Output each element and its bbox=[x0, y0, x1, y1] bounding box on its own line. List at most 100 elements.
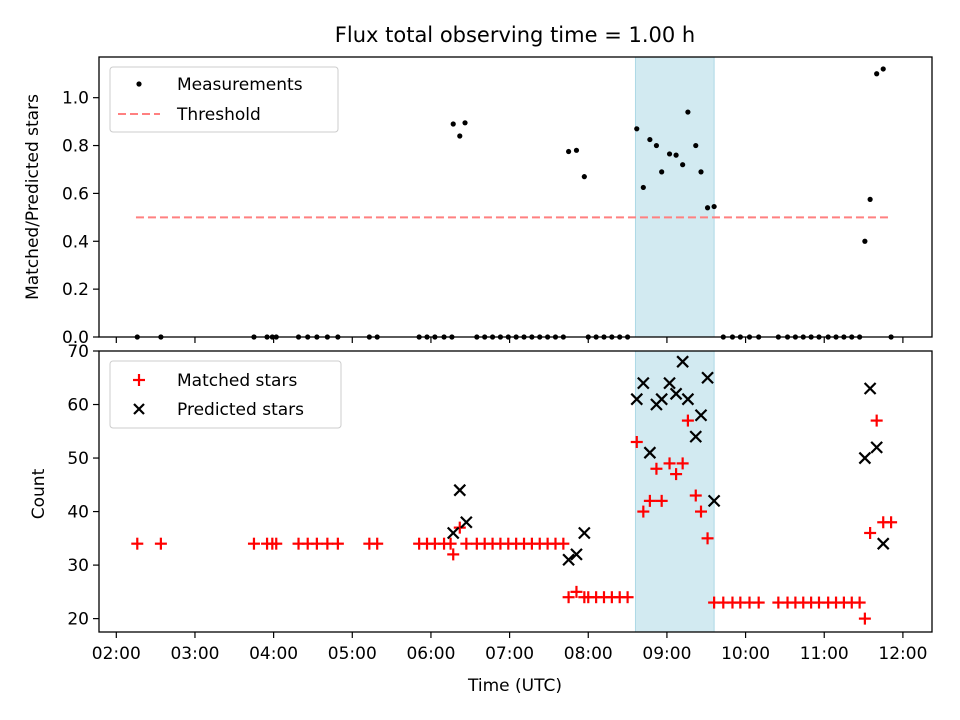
predicted-star-point bbox=[637, 376, 650, 390]
matched-star-point bbox=[331, 537, 344, 550]
y-tick-label: 0.2 bbox=[62, 280, 89, 300]
matched-stars-points-layer bbox=[131, 414, 898, 625]
threshold-legend-label: Threshold bbox=[176, 105, 261, 125]
chart-title: Flux total observing time = 1.00 h bbox=[335, 23, 695, 47]
top-x-ticks bbox=[115, 337, 904, 343]
matched-star-point bbox=[321, 537, 334, 550]
top-highlight-span bbox=[634, 56, 715, 338]
measurement-point bbox=[647, 136, 653, 143]
predicted-star-point bbox=[663, 376, 676, 390]
bottom-panel: Count Time (UTC) 20 30 40 50 60 70 02:00 03:00… bbox=[29, 342, 933, 696]
measurement-point bbox=[693, 142, 699, 149]
matched-star-point bbox=[371, 537, 384, 550]
matched-star-point bbox=[655, 494, 668, 507]
y-tick-label: 0.6 bbox=[62, 184, 89, 204]
matched-star-point bbox=[663, 457, 676, 470]
predicted-stars-points-layer bbox=[446, 355, 890, 567]
predicted-star-point bbox=[630, 392, 644, 406]
top-legend-box bbox=[109, 66, 339, 133]
measurement-point bbox=[880, 66, 886, 72]
matched-star-point bbox=[562, 591, 575, 604]
y-tick-label: 0.4 bbox=[62, 232, 89, 252]
measurement-point bbox=[581, 174, 587, 180]
y-tick-label: 30 bbox=[67, 556, 89, 576]
y-tick-label: 70 bbox=[67, 342, 89, 362]
measurement-point bbox=[653, 142, 660, 149]
x-tick-label: 03:00 bbox=[170, 644, 219, 664]
top-y-axis-label: Matched/Predicted stars bbox=[23, 94, 43, 300]
predicted-star-point bbox=[707, 494, 721, 508]
matched-star-point bbox=[621, 591, 634, 604]
measurement-point bbox=[862, 238, 868, 244]
matched-star-point bbox=[864, 526, 877, 539]
matched-star-point bbox=[695, 505, 708, 518]
matched-star-point bbox=[689, 489, 702, 502]
measurement-point bbox=[711, 203, 717, 210]
bottom-legend-box bbox=[109, 360, 342, 429]
matched-star-point bbox=[310, 537, 323, 550]
matched-star-point bbox=[637, 505, 650, 518]
top-highlight-span-layer bbox=[634, 56, 715, 338]
x-tick-label: 04:00 bbox=[249, 644, 298, 664]
top-axes-frame bbox=[98, 56, 933, 338]
x-tick-label: 10:00 bbox=[721, 644, 770, 664]
predicted-star-point bbox=[681, 392, 695, 406]
matched-star-point bbox=[444, 537, 457, 550]
predicted-star-point bbox=[453, 483, 467, 497]
bottom-y-ticks: 20 30 40 50 60 70 bbox=[67, 342, 99, 630]
x-tick-label: 06:00 bbox=[406, 644, 455, 664]
predicted-star-point bbox=[643, 446, 657, 459]
measurement-point bbox=[680, 162, 686, 168]
y-tick-label: 50 bbox=[67, 449, 89, 469]
bottom-highlight-span bbox=[634, 350, 715, 633]
measurement-point bbox=[685, 109, 691, 115]
bottom-legend: Matched stars Predicted stars bbox=[109, 360, 342, 429]
measurement-point bbox=[867, 196, 873, 202]
matched-star-point bbox=[247, 537, 260, 550]
matched-star-point bbox=[154, 537, 167, 550]
measurements-legend-label: Measurements bbox=[177, 75, 303, 95]
measurement-point bbox=[698, 169, 704, 175]
predicted-star-point bbox=[863, 382, 877, 395]
y-tick-label: 1.0 bbox=[62, 89, 89, 109]
bottom-x-ticks: 02:00 03:00 04:00 05:00 06:00 07:00 08:00 09:00… bbox=[92, 632, 927, 664]
matched-star-point bbox=[643, 494, 656, 507]
bottom-axes-frame bbox=[98, 350, 933, 633]
measurement-point bbox=[704, 205, 711, 211]
matched-star-point bbox=[681, 414, 694, 427]
predicted-star-point bbox=[669, 387, 683, 401]
matched-star-point bbox=[557, 537, 570, 550]
matched-star-point bbox=[131, 537, 144, 550]
bottom-highlight-span-layer bbox=[634, 350, 715, 633]
measurement-point bbox=[634, 126, 640, 132]
y-tick-label: 0.8 bbox=[62, 137, 89, 157]
predicted-star-point bbox=[562, 553, 575, 567]
matched-star-point bbox=[858, 612, 871, 625]
matched-star-point bbox=[885, 516, 898, 529]
predicted-star-point bbox=[701, 371, 714, 385]
matched-star-point bbox=[650, 462, 663, 475]
matched-star-point bbox=[853, 596, 866, 609]
bottom-y-axis-label: Count bbox=[29, 468, 49, 519]
x-axis-label: Time (UTC) bbox=[467, 676, 562, 696]
y-tick-label: 60 bbox=[67, 396, 89, 416]
predicted-star-point bbox=[858, 451, 872, 465]
measurement-point bbox=[673, 152, 679, 158]
predicted-star-point bbox=[460, 515, 473, 529]
measurement-point bbox=[565, 148, 572, 155]
predicted-star-point bbox=[870, 441, 883, 454]
x-tick-label: 02:00 bbox=[92, 644, 141, 664]
top-legend: Measurements Threshold bbox=[109, 66, 339, 133]
matched-star-point bbox=[447, 548, 460, 561]
measurements-legend-marker bbox=[136, 81, 142, 87]
predicted-star-point bbox=[689, 430, 703, 443]
y-tick-label: 40 bbox=[67, 503, 89, 523]
x-tick-label: 11:00 bbox=[800, 644, 849, 664]
matched-star-point bbox=[453, 521, 466, 534]
matched-star-point bbox=[460, 537, 473, 550]
top-panel: Flux total observing time = 1.00 h Match… bbox=[23, 23, 933, 348]
matched-star-point bbox=[870, 414, 883, 427]
matched-star-point bbox=[701, 532, 714, 545]
measurement-point bbox=[450, 121, 456, 127]
matched-star-point bbox=[570, 585, 583, 598]
